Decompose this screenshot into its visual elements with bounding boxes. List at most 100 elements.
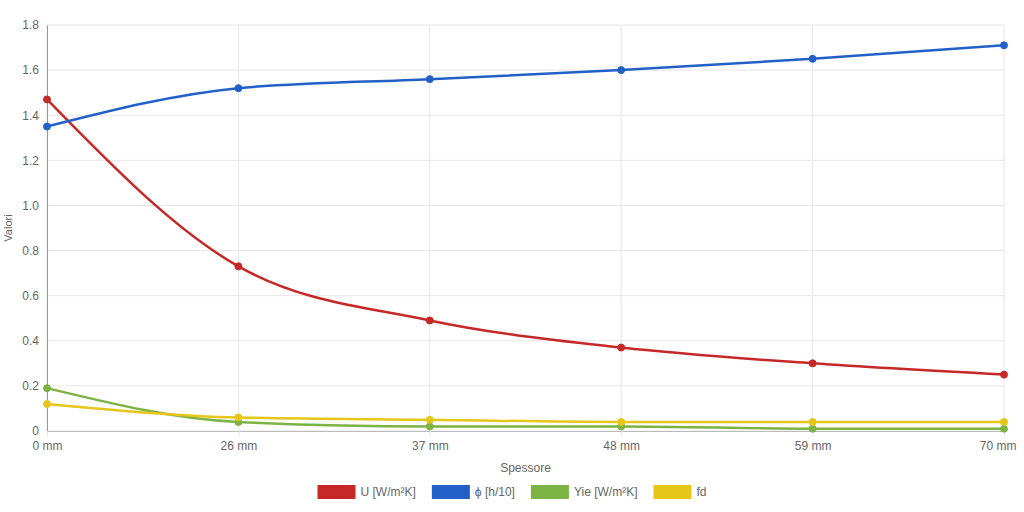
line	[47, 388, 1004, 429]
grid	[47, 25, 1004, 431]
line	[47, 99, 1004, 374]
tick-label: 70 mm	[980, 439, 1017, 453]
axis-line	[48, 432, 1005, 438]
y-axis: 0 0.2 0.4 0.6 0.8 1.0 1.2 1.4 1.6 1.8	[22, 18, 47, 438]
line	[47, 404, 1004, 422]
plot: 0 0.2 0.4 0.6 0.8 1.0 1.2 1.4 1.6 1.8 0 mm 26 mm 37 …	[22, 18, 1016, 452]
tick-mark	[621, 431, 622, 437]
point	[809, 55, 816, 62]
tick-label: 1.6	[22, 63, 39, 77]
tick-label: 1.2	[22, 154, 39, 168]
series	[44, 385, 1008, 433]
point	[618, 344, 625, 351]
grid-line	[812, 25, 813, 431]
legend-item: ϕ [h/10]	[432, 485, 515, 499]
grid-line	[47, 205, 1004, 206]
point	[235, 414, 242, 421]
tick: 0.6	[22, 289, 47, 303]
tick-label: 1.8	[22, 18, 39, 32]
grid-line	[47, 340, 1004, 341]
tick: 26 mm	[221, 431, 258, 453]
point	[426, 423, 433, 430]
point	[235, 263, 242, 270]
legend-swatch	[318, 485, 356, 499]
tick-label: 26 mm	[221, 439, 258, 453]
grid-line	[1004, 25, 1005, 431]
tick: 59 mm	[795, 431, 832, 453]
x-axis: 0 mm 26 mm 37 mm 48 mm 59 mm 70 mm	[33, 431, 1017, 453]
point	[809, 360, 816, 367]
series-group	[44, 42, 1008, 432]
point	[618, 418, 625, 425]
tick: 48 mm	[603, 431, 640, 453]
tick-label: 1.4	[22, 109, 39, 123]
tick: 37 mm	[412, 431, 449, 453]
axis-line	[47, 26, 48, 432]
point	[426, 76, 433, 83]
point	[44, 400, 51, 407]
legend-label: Yie [W/m²K]	[574, 485, 638, 499]
legend-label: fd	[696, 485, 706, 499]
tick: 1.4	[22, 109, 47, 123]
series	[44, 96, 1008, 378]
y-axis-title: Valori	[2, 214, 14, 241]
point	[235, 85, 242, 92]
point	[618, 67, 625, 74]
grid-line	[621, 25, 622, 431]
legend-label: U [W/m²K]	[361, 485, 416, 499]
tick-label: 48 mm	[603, 439, 640, 453]
legend: U [W/m²K] ϕ [h/10] Yie [W/m²K] fd	[318, 485, 707, 499]
tick-label: 0.6	[22, 289, 39, 303]
legend-swatch	[653, 485, 691, 499]
point	[1001, 418, 1008, 425]
tick: 1.6	[22, 63, 47, 77]
point	[426, 317, 433, 324]
point	[1001, 425, 1008, 432]
tick-mark	[47, 431, 48, 437]
tick-mark	[430, 431, 431, 437]
x-axis-title: Spessore	[500, 461, 551, 475]
tick-label: 0	[32, 424, 39, 438]
legend-item: U [W/m²K]	[318, 485, 416, 499]
tick-label: 0 mm	[33, 439, 63, 453]
grid-line	[47, 160, 1004, 161]
tick-label: 0.2	[22, 379, 39, 393]
grid-line	[47, 295, 1004, 296]
grid-line	[47, 385, 1004, 386]
grid-line	[47, 25, 48, 431]
tick: 1.0	[22, 199, 47, 213]
grid-line	[47, 115, 1004, 116]
legend-swatch	[432, 485, 470, 499]
series	[44, 42, 1008, 130]
point	[809, 425, 816, 432]
tick-label: 1.0	[22, 199, 39, 213]
line	[47, 45, 1004, 126]
point	[44, 123, 51, 130]
tick: 70 mm	[980, 431, 1017, 453]
grid-line	[47, 250, 1004, 251]
legend-label: ϕ [h/10]	[475, 485, 515, 499]
tick-mark	[238, 431, 239, 437]
point	[44, 385, 51, 392]
point	[44, 96, 51, 103]
legend-swatch	[531, 485, 569, 499]
tick-label: 0.8	[22, 244, 39, 258]
legend-item: fd	[653, 485, 706, 499]
tick: 0.4	[22, 334, 47, 348]
tick-label: 0.4	[22, 334, 39, 348]
tick-label: 37 mm	[412, 439, 449, 453]
legend-item: Yie [W/m²K]	[531, 485, 638, 499]
point	[426, 416, 433, 423]
grid-line	[47, 70, 1004, 71]
tick: 0.8	[22, 244, 47, 258]
tick: 0.2	[22, 379, 47, 393]
grid-line	[429, 25, 430, 431]
point	[1001, 42, 1008, 49]
tick: 1.2	[22, 154, 47, 168]
tick: 1.8	[22, 18, 47, 32]
grid-line	[47, 25, 1004, 26]
tick-label: 59 mm	[795, 439, 832, 453]
tick: 0	[32, 424, 47, 438]
tick: 0 mm	[33, 431, 63, 453]
series	[44, 400, 1008, 425]
